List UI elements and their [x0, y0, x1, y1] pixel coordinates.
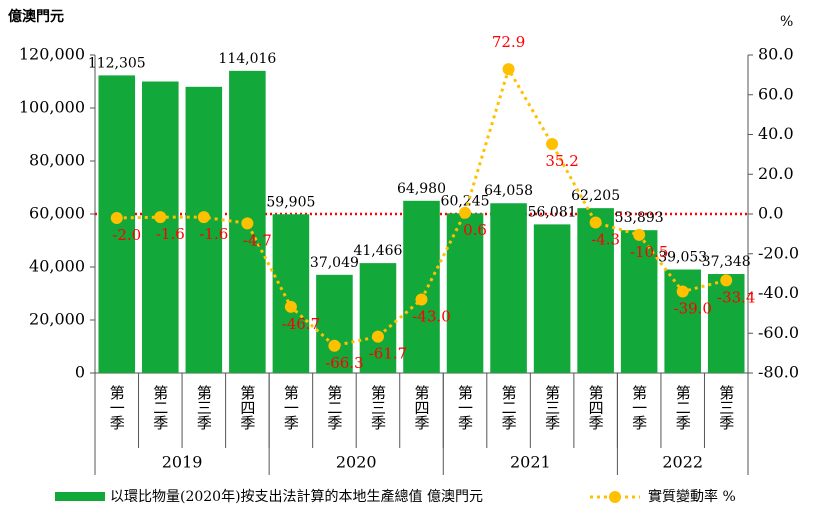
bar	[185, 86, 223, 374]
legend-label: 實質變動率 %	[648, 488, 736, 505]
bar	[272, 214, 310, 373]
bar-value-label: 39,053	[658, 250, 707, 266]
group-label: 2019	[162, 453, 203, 472]
bar-value-label: 37,348	[702, 254, 751, 270]
bar	[359, 263, 397, 373]
line-point	[415, 293, 428, 306]
x-tick-label: 第一季	[456, 384, 474, 431]
bar	[533, 224, 571, 373]
y2-tick-label: 60.0	[758, 84, 794, 103]
x-tick-label: 第一季	[108, 384, 126, 431]
line-point	[328, 339, 341, 352]
line-point	[633, 228, 646, 241]
line-point	[154, 211, 167, 224]
y-tick-label: 60,000	[29, 204, 85, 223]
line-value-label: -4.7	[243, 231, 272, 249]
bar	[707, 274, 745, 373]
y-tick-label: 80,000	[29, 151, 85, 170]
y2-tick-label: -20.0	[758, 243, 799, 262]
line-point	[502, 63, 515, 76]
x-tick-label: 第四季	[413, 384, 431, 431]
line-value-label: -2.0	[112, 226, 141, 244]
y-tick-label: 20,000	[29, 310, 85, 329]
bar	[403, 200, 440, 373]
bar-value-label: 114,016	[218, 51, 276, 67]
line-value-label: -66.3	[325, 354, 363, 372]
bar-value-label: 64,058	[484, 183, 533, 199]
x-tick-label: 第三季	[195, 384, 213, 431]
line-point	[197, 211, 210, 224]
legend-swatch	[609, 491, 621, 503]
y2-tick-label: 40.0	[758, 124, 794, 143]
legend-label: 以環比物量(2020年)按支出法計算的本地生產總值 億澳門元	[110, 488, 483, 505]
line-point	[241, 217, 254, 230]
bar	[446, 213, 484, 373]
bar-value-label: 37,049	[310, 255, 359, 271]
x-tick-label: 第一季	[282, 384, 300, 431]
bar	[577, 208, 614, 373]
bar-value-label: 53,893	[615, 210, 664, 226]
bar	[490, 203, 527, 373]
y2-tick-label: -60.0	[758, 323, 799, 342]
bar	[142, 81, 179, 373]
bar	[620, 230, 658, 373]
bar-value-label: 60,245	[441, 193, 490, 209]
line-point	[720, 274, 733, 287]
y-tick-label: 40,000	[29, 257, 85, 276]
bar-value-label: 112,305	[88, 55, 146, 71]
x-tick-label: 第三季	[369, 384, 387, 431]
line-point	[676, 285, 689, 298]
y2-tick-label: 0.0	[758, 204, 783, 223]
y-tick-label: 100,000	[19, 98, 85, 117]
y2-tick-label: -40.0	[758, 283, 799, 302]
x-tick-label: 第一季	[630, 384, 648, 431]
group-label: 2020	[336, 453, 377, 472]
line-value-label: 35.2	[545, 152, 578, 170]
line-value-label: -46.7	[282, 315, 320, 333]
legend-swatch	[55, 492, 105, 501]
x-tick-label: 第三季	[543, 384, 561, 431]
line-point	[546, 138, 559, 151]
bar-value-label: 41,466	[353, 243, 402, 259]
bar-value-label: 59,905	[266, 194, 315, 210]
line-value-label: -4.3	[591, 231, 620, 249]
line-value-label: -1.6	[156, 225, 185, 243]
y2-tick-label: -80.0	[758, 363, 799, 382]
x-tick-label: 第三季	[717, 384, 735, 431]
line-value-label: -39.0	[673, 300, 711, 318]
y2-tick-label: 20.0	[758, 164, 794, 183]
x-tick-label: 第二季	[151, 384, 169, 431]
x-tick-label: 第二季	[674, 384, 692, 431]
line-point	[589, 216, 602, 229]
group-label: 2022	[662, 453, 703, 472]
bar	[664, 269, 701, 373]
line-value-label: -61.7	[369, 345, 407, 363]
line-value-label: -43.0	[412, 307, 450, 325]
bar-value-label: 64,980	[397, 181, 446, 197]
y-tick-label: 120,000	[19, 45, 85, 64]
line-point	[284, 300, 297, 313]
line-value-label: -1.6	[199, 225, 228, 243]
x-tick-label: 第二季	[325, 384, 343, 431]
line-point	[371, 330, 384, 343]
x-tick-label: 第四季	[587, 384, 605, 431]
bar	[316, 274, 353, 373]
y-tick-label: 0	[75, 363, 85, 382]
line-value-label: -33.4	[717, 288, 755, 306]
line-value-label: 0.6	[463, 221, 487, 239]
y-axis-label: 億澳門元	[8, 8, 64, 25]
bar-value-label: 56,081	[528, 204, 577, 220]
y2-tick-label: 80.0	[758, 45, 794, 64]
line-point	[459, 206, 472, 219]
bar-value-label: 62,205	[571, 188, 620, 204]
bar	[98, 75, 136, 373]
y2-axis-label: %	[780, 14, 793, 30]
x-tick-label: 第二季	[500, 384, 518, 431]
x-tick-label: 第四季	[238, 384, 256, 431]
line-value-label: -10.5	[630, 243, 668, 261]
line-value-label: 72.9	[492, 33, 525, 51]
group-label: 2021	[510, 453, 551, 472]
line-point	[110, 211, 123, 224]
